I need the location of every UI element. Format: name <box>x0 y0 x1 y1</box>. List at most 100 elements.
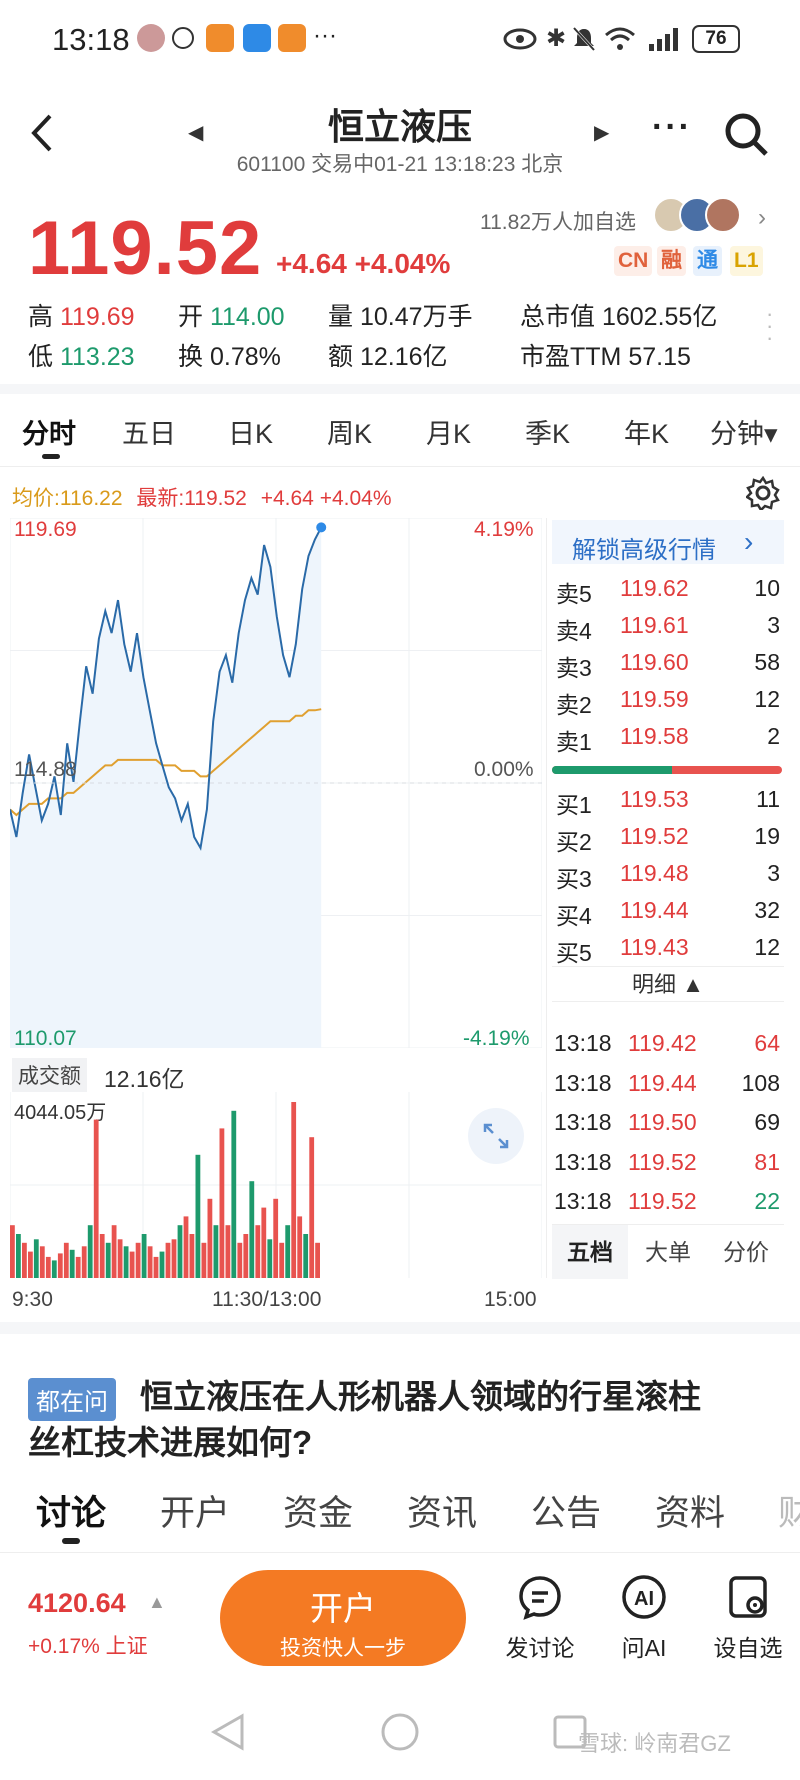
tab-intraday[interactable]: 分时 <box>22 419 76 449</box>
expand-icon <box>483 1123 509 1149</box>
search-icon[interactable] <box>722 110 770 158</box>
status-time: 13:18 <box>52 22 130 57</box>
tab-weekly-k[interactable]: 周K <box>327 419 373 449</box>
volume-bar <box>123 1246 129 1278</box>
bluetooth-icon: ✱ <box>546 25 567 52</box>
post-discussion-button[interactable]: 发讨论 <box>498 1574 582 1666</box>
expand-chart-button[interactable] <box>468 1108 524 1164</box>
settings-icon[interactable] <box>746 476 780 510</box>
open-account-button[interactable]: 开户 投资快人一步 <box>220 1570 466 1666</box>
tab-quarterly-k[interactable]: 季K <box>525 419 571 449</box>
question-card[interactable]: 都在问 恒立液压在人形机器人领域的行星滚柱 丝杠技术进展如何? <box>0 1334 800 1464</box>
volume-bar <box>231 1110 237 1278</box>
volume-bar <box>81 1246 87 1278</box>
tab-monthly-k[interactable]: 月K <box>426 419 472 449</box>
buy-ratio-fill <box>552 766 672 774</box>
tab-yearly-k[interactable]: 年K <box>624 419 670 449</box>
stat-amount-value: 12.16亿 <box>359 343 448 371</box>
app-icon <box>206 24 234 52</box>
watcher-avatars[interactable] <box>653 197 749 237</box>
trade-price: 119.42 <box>628 1030 697 1056</box>
detail-header[interactable]: 明细 ▲ <box>552 966 784 1002</box>
buy-sell-ratio-bar <box>552 766 782 774</box>
volume-bar <box>45 1256 51 1278</box>
add-watchlist-button[interactable]: 设自选 <box>706 1574 790 1666</box>
index-change: +0.17% 上证 <box>28 1635 148 1658</box>
chevron-right-icon[interactable]: › <box>758 204 766 231</box>
ai-icon: AI <box>622 1575 666 1619</box>
tab-price-distribution[interactable]: 分价 <box>723 1239 769 1265</box>
tab-minute[interactable]: 分钟▾ <box>710 419 778 449</box>
tab-open-account[interactable]: 开户 <box>160 1494 231 1533</box>
order-book-tabs: 五档 大单 分价 <box>552 1224 784 1279</box>
tab-discussion[interactable]: 讨论 <box>36 1494 107 1533</box>
bid-price: 119.44 <box>620 897 689 923</box>
y-axis-mid-label: 114.88 <box>14 758 77 781</box>
volume-chart[interactable] <box>10 1092 542 1278</box>
ask-price: 119.62 <box>620 575 689 601</box>
back-icon[interactable] <box>28 112 56 154</box>
unlock-advanced-quotes[interactable]: 解锁高级行情 › <box>552 520 784 564</box>
volume-bar <box>177 1225 183 1278</box>
ask-price: 119.58 <box>620 723 689 749</box>
ask-level: 卖2 <box>556 692 592 718</box>
turnover-value: 12.16亿 <box>104 1066 185 1092</box>
trade-time: 13:18 <box>554 1030 612 1056</box>
ask-qty: 58 <box>754 649 780 675</box>
stat-open-value: 114.00 <box>209 303 285 331</box>
tab-five-day[interactable]: 五日 <box>122 419 176 449</box>
volume-bar <box>201 1242 207 1278</box>
volume-bar <box>129 1251 135 1278</box>
open-account-title: 开户 <box>310 1590 376 1627</box>
bid-level: 买2 <box>556 829 592 855</box>
volume-bar <box>87 1225 93 1278</box>
pct-mid-label: 0.00% <box>474 758 534 781</box>
nav-home-icon[interactable] <box>380 1712 420 1752</box>
volume-bar <box>183 1216 189 1278</box>
tab-announcements[interactable]: 公告 <box>531 1494 602 1533</box>
trade-time: 13:18 <box>554 1109 612 1135</box>
status-bar: 13:18 ··· ✱ 76 <box>0 0 800 80</box>
more-icon[interactable]: ··· <box>652 108 692 146</box>
ask-ai-button[interactable]: AI 问AI <box>604 1574 684 1666</box>
nav-recents-icon[interactable] <box>552 1714 588 1750</box>
index-widget[interactable]: 4120.64 ▲ +0.17% 上证 <box>28 1584 198 1664</box>
stat-high: 高 119.69 <box>28 303 135 331</box>
divider <box>0 1322 800 1334</box>
tab-financials[interactable]: 财 <box>778 1494 800 1533</box>
tab-five-levels[interactable]: 五档 <box>552 1225 628 1279</box>
volume-bar <box>51 1260 57 1278</box>
volume-bar <box>22 1242 27 1278</box>
nav-back-icon[interactable] <box>210 1712 246 1752</box>
volume-bar <box>39 1246 45 1278</box>
volume-bar <box>261 1207 267 1278</box>
badge-margin: 融 <box>657 246 686 276</box>
tab-profile[interactable]: 资料 <box>655 1494 726 1533</box>
bid-row: 买1 119.53 11 <box>552 780 784 818</box>
watchers-count[interactable]: 11.82万人加自选 <box>480 211 636 234</box>
volume-bar <box>153 1256 159 1278</box>
bid-row: 买3 119.48 3 <box>552 854 784 892</box>
tab-capital[interactable]: 资金 <box>283 1494 354 1533</box>
volume-bar <box>237 1242 243 1278</box>
next-stock-icon[interactable]: ▶ <box>594 122 610 144</box>
stat-turnover-rate-value: 0.78% <box>209 343 281 371</box>
detail-label: 明细 ▲ <box>632 972 704 997</box>
tab-daily-k[interactable]: 日K <box>228 419 274 449</box>
tab-large-orders[interactable]: 大单 <box>645 1239 691 1265</box>
tab-news[interactable]: 资讯 <box>407 1494 478 1533</box>
expand-stats-icon[interactable]: · · · <box>766 301 774 350</box>
prev-stock-icon[interactable]: ◀ <box>188 122 204 144</box>
ask-row: 卖1 119.58 2 <box>552 717 784 755</box>
ask-ai-label: 问AI <box>621 1635 667 1661</box>
ask-level: 卖5 <box>556 581 592 607</box>
intraday-price-chart[interactable] <box>10 518 542 1048</box>
trade-qty: 81 <box>754 1148 780 1175</box>
unlock-label: 解锁高级行情 <box>572 537 716 564</box>
ask-level: 卖3 <box>556 655 592 681</box>
trade-detail-row: 13:18 119.52 81 <box>552 1143 784 1183</box>
volume-bar <box>105 1242 111 1278</box>
stat-low-value: 113.23 <box>59 343 135 371</box>
bid-level: 买1 <box>556 792 592 818</box>
trade-price: 119.52 <box>628 1188 697 1214</box>
